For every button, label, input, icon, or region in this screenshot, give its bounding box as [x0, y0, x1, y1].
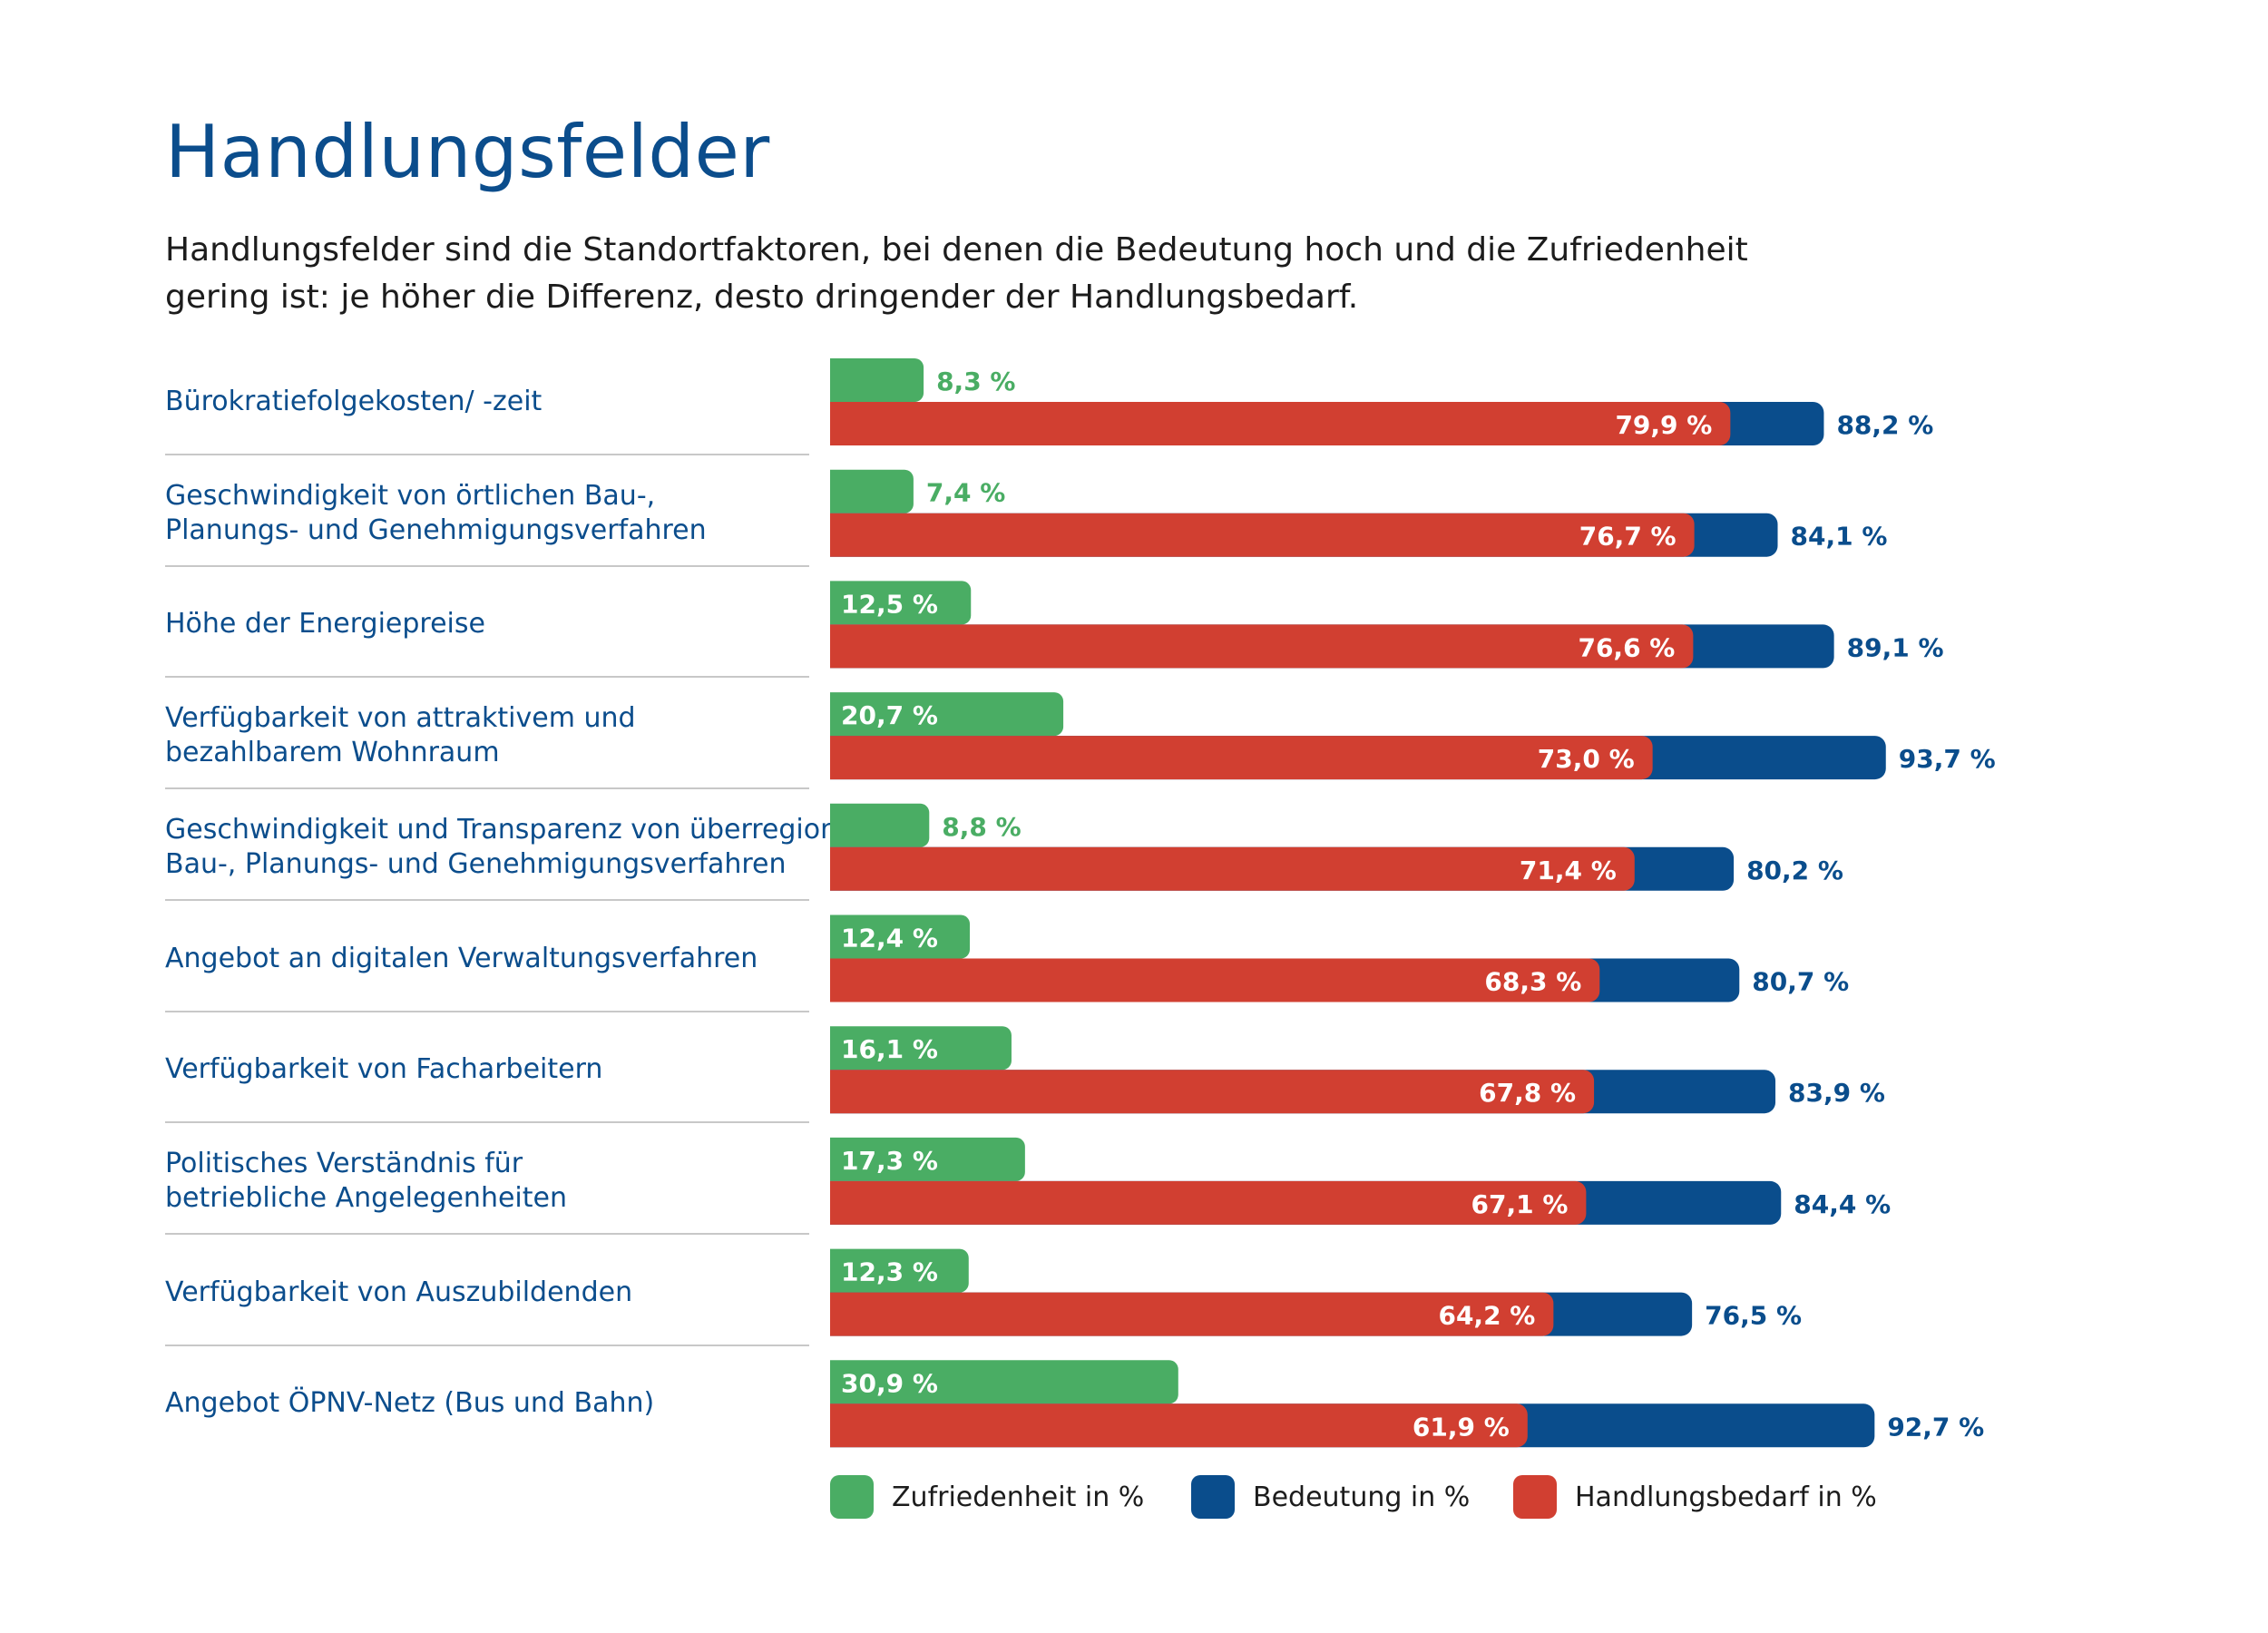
category-label: Geschwindigkeit und Transparenz von über… — [165, 813, 895, 882]
legend-label: Zufriedenheit in % — [892, 1481, 1145, 1513]
label-zufriedenheit: 20,7 % — [841, 700, 938, 730]
label-zufriedenheit: 17,3 % — [841, 1146, 938, 1176]
category-label: Verfügbarkeit von Facharbeitern — [165, 1052, 602, 1087]
category-label: Bürokratiefolgekosten/ -zeit — [165, 385, 542, 419]
bar-handlungsbedarf — [830, 1180, 1587, 1225]
row-divider — [165, 676, 809, 679]
label-bedeutung: 83,9 % — [1788, 1078, 1885, 1108]
row-divider — [165, 454, 809, 455]
legend-swatch-blue — [1191, 1475, 1235, 1519]
row-divider — [165, 1344, 809, 1346]
label-bedeutung: 92,7 % — [1887, 1412, 1984, 1442]
category-label-line: Höhe der Energiepreise — [165, 608, 485, 640]
bar-zufriedenheit — [830, 914, 971, 959]
label-zufriedenheit: 7,4 % — [926, 478, 1005, 508]
category-label: Höhe der Energiepreise — [165, 607, 485, 641]
category-label-line: Angebot ÖPNV-Netz (Bus und Bahn) — [165, 1387, 655, 1420]
subtitle-line: Handlungsfelder sind die Standortfaktore… — [165, 231, 1748, 269]
category-label: Angebot an digitalen Verwaltungsverfahre… — [165, 942, 758, 976]
legend-item-bedeutung: Bedeutung in % — [1191, 1475, 1470, 1519]
label-bedeutung: 80,7 % — [1752, 967, 1849, 997]
bar-zufriedenheit — [830, 1026, 1012, 1071]
bar-zufriedenheit — [830, 469, 914, 513]
row-divider — [165, 787, 809, 790]
bar-handlungsbedarf — [830, 402, 1731, 445]
category-label-line: Planungs- und Genehmigungsverfahren — [165, 513, 707, 546]
label-handlungsbedarf: 71,4 % — [1520, 856, 1617, 885]
label-handlungsbedarf: 67,1 % — [1471, 1189, 1568, 1219]
category-label: Verfügbarkeit von attraktivem und bezahlb… — [165, 701, 636, 770]
bar-handlungsbedarf — [830, 1292, 1554, 1336]
label-handlungsbedarf: 67,8 % — [1479, 1078, 1576, 1108]
bar-handlungsbedarf — [830, 958, 1600, 1002]
label-handlungsbedarf: 73,0 % — [1538, 744, 1635, 774]
label-bedeutung: 88,2 % — [1836, 410, 1933, 440]
category-label-line: Bau-, Planungs- und Genehmigungsverfahre… — [165, 847, 787, 880]
category-label-line: Verfügbarkeit von attraktivem und — [165, 702, 636, 735]
bar-handlungsbedarf — [830, 513, 1695, 557]
legend-swatch-red — [1513, 1475, 1557, 1519]
bar-handlungsbedarf — [830, 1070, 1595, 1114]
label-zufriedenheit: 30,9 % — [841, 1368, 938, 1398]
legend-label: Handlungsbedarf in % — [1575, 1481, 1877, 1513]
category-label: Politisches Verständnis für betriebliche … — [165, 1147, 567, 1216]
bar-handlungsbedarf — [830, 736, 1653, 780]
row-divider — [165, 898, 809, 901]
bar-zufriedenheit — [830, 692, 1064, 737]
label-bedeutung: 80,2 % — [1746, 856, 1843, 885]
category-label-line: bezahlbarem Wohnraum — [165, 737, 500, 769]
category-label-line: Verfügbarkeit von Facharbeitern — [165, 1053, 603, 1086]
label-bedeutung: 84,1 % — [1791, 522, 1888, 552]
category-label: Angebot ÖPNV-Netz (Bus und Bahn) — [165, 1386, 654, 1421]
label-handlungsbedarf: 61,9 % — [1413, 1412, 1510, 1442]
label-bedeutung: 84,4 % — [1794, 1189, 1891, 1219]
label-zufriedenheit: 12,3 % — [841, 1257, 938, 1287]
row-divider — [165, 564, 809, 567]
category-label: Verfügbarkeit von Auszubildenden — [165, 1276, 632, 1310]
category-label-line: Angebot an digitalen Verwaltungsverfahre… — [165, 942, 758, 974]
label-zufriedenheit: 16,1 % — [841, 1034, 938, 1064]
legend-item-zufriedenheit: Zufriedenheit in % — [830, 1475, 1144, 1519]
label-zufriedenheit: 8,3 % — [936, 367, 1015, 396]
category-label-line: Geschwindigkeit von örtlichen Bau-, — [165, 479, 656, 512]
row-divider — [165, 1121, 809, 1124]
label-bedeutung: 93,7 % — [1899, 744, 1996, 774]
label-zufriedenheit: 12,5 % — [841, 589, 938, 619]
bar-handlungsbedarf — [830, 1403, 1528, 1448]
page-title: Handlungsfelder — [165, 110, 770, 194]
bar-handlungsbedarf — [830, 846, 1635, 891]
label-zufriedenheit: 12,4 % — [841, 924, 938, 953]
label-bedeutung: 76,5 % — [1705, 1301, 1802, 1331]
page-subtitle: Handlungsfelder sind die Standortfaktore… — [165, 227, 1843, 321]
category-label-line: betriebliche Angelegenheiten — [165, 1181, 567, 1214]
label-handlungsbedarf: 79,9 % — [1615, 410, 1712, 440]
row-divider — [165, 1232, 809, 1235]
bar-zufriedenheit — [830, 1248, 969, 1293]
category-label-line: Politisches Verständnis für — [165, 1147, 523, 1179]
label-handlungsbedarf: 64,2 % — [1438, 1301, 1535, 1331]
bar-zufriedenheit — [830, 358, 924, 402]
bar-zufriedenheit — [830, 581, 972, 625]
legend-label: Bedeutung in % — [1253, 1481, 1471, 1513]
category-label-line: Geschwindigkeit und Transparenz von über… — [165, 813, 896, 846]
label-bedeutung: 89,1 % — [1847, 632, 1944, 662]
label-handlungsbedarf: 68,3 % — [1484, 967, 1581, 997]
label-handlungsbedarf: 76,6 % — [1578, 632, 1675, 662]
category-label: Geschwindigkeit von örtlichen Bau-, Planu… — [165, 479, 707, 548]
bar-zufriedenheit — [830, 1137, 1025, 1181]
bar-zufriedenheit — [830, 803, 930, 847]
bar-handlungsbedarf — [830, 624, 1694, 669]
subtitle-line: gering ist: je höher die Differenz, dest… — [165, 279, 1359, 316]
label-zufriedenheit: 8,8 % — [942, 812, 1021, 842]
row-divider — [165, 1010, 809, 1012]
legend-swatch-green — [830, 1475, 874, 1519]
bar-zufriedenheit — [830, 1360, 1178, 1404]
category-label-line: Verfügbarkeit von Auszubildenden — [165, 1276, 633, 1308]
label-handlungsbedarf: 76,7 % — [1579, 522, 1677, 552]
legend-item-handlungsbedarf: Handlungsbedarf in % — [1513, 1475, 1877, 1519]
category-label-line: Bürokratiefolgekosten/ -zeit — [165, 386, 543, 417]
